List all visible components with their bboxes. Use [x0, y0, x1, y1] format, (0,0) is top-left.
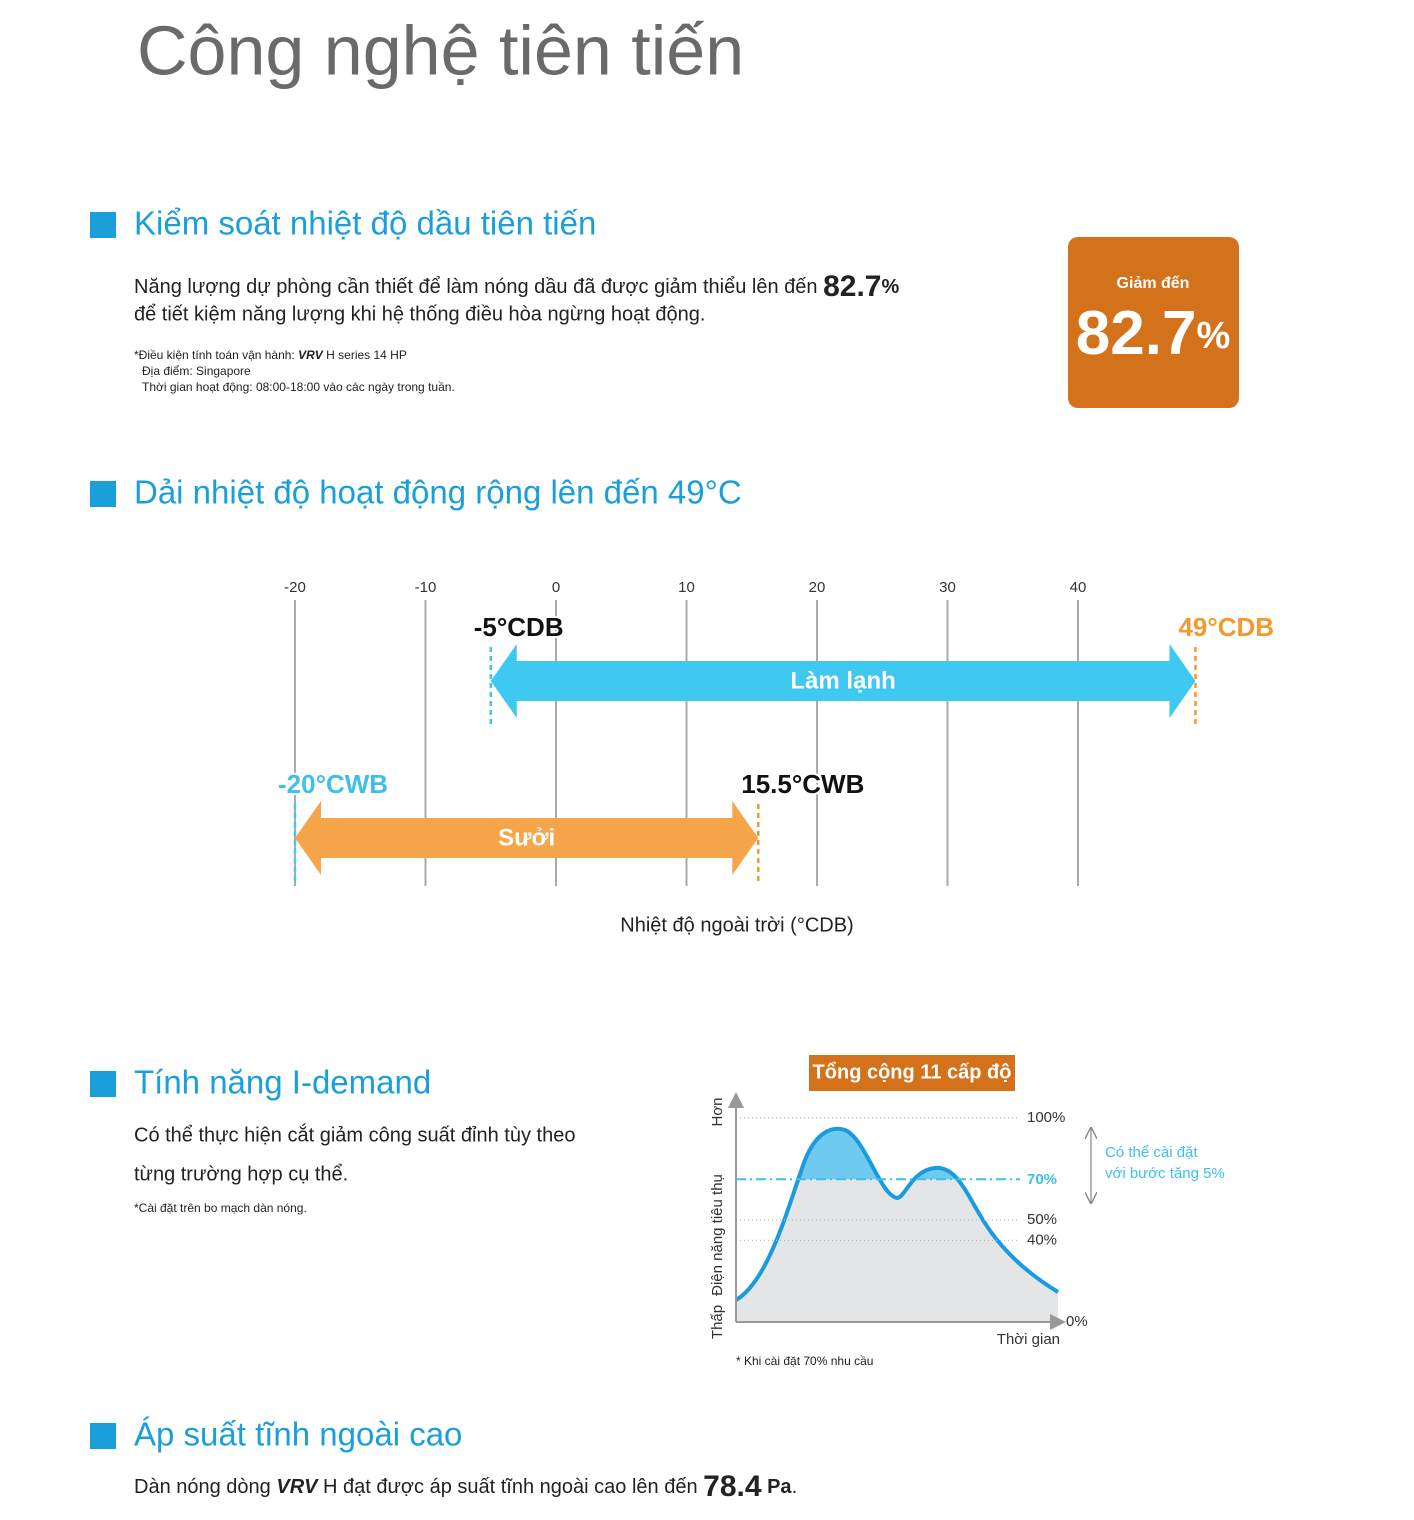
range-to-label: 49°CDB	[1178, 612, 1274, 642]
highlight-unit: Pa	[767, 1476, 792, 1498]
chart-footnote: * Khi cài đặt 70% nhu cầu	[736, 1354, 873, 1368]
body-line: để tiết kiệm năng lượng khi hệ thống điề…	[134, 303, 705, 325]
body-line: Năng lượng dự phòng cần thiết để làm nón…	[134, 276, 818, 298]
section-heading: Tính năng I-demand	[134, 1064, 431, 1101]
section-heading: Áp suất tĩnh ngoài cao	[134, 1416, 462, 1453]
note-line: Thời gian hoạt động: 08:00-18:00 vào các…	[142, 380, 455, 394]
range-arrow	[295, 801, 759, 875]
x-axis-label: Thời gian	[997, 1331, 1060, 1348]
peak-cut-area	[798, 1128, 958, 1180]
section-heading: Dải nhiệt độ hoạt động rộng lên đến 49°C	[134, 474, 742, 511]
chart-badge-box	[809, 1055, 1015, 1091]
note-brand: VRV	[298, 348, 324, 362]
demand-limit-label: 70%	[1027, 1171, 1057, 1188]
highlight-unit: %	[881, 276, 899, 298]
range-name: Làm lạnh	[790, 667, 895, 694]
y-bottom-label: Thấp	[709, 1305, 726, 1339]
section-bullet	[90, 212, 116, 238]
note-text: H series 14 HP	[326, 348, 407, 362]
badge-text: 82.7%	[1076, 299, 1230, 368]
note-line: Địa điểm: Singapore	[142, 364, 251, 378]
body-text-part: .	[792, 1476, 798, 1498]
note-text: *Điều kiện tính toán vận hành:	[134, 348, 295, 362]
body-text: Năng lượng dự phòng cần thiết để làm nón…	[134, 270, 899, 303]
body-text-part: Dàn nóng dòng	[134, 1476, 271, 1498]
badge-value: 82.7	[1076, 299, 1197, 368]
tick-label: 0	[552, 579, 560, 596]
range-chart: -20 -10 0 10 20 30 40 Làm lạnh -5°CDB 49°CDB Sưởi -…	[276, 579, 1276, 886]
body-line: từng trường hợp cụ thể.	[134, 1163, 348, 1185]
demand-chart: Tổng cộng 11 cấp độ Hơn Điện năng tiêu t…	[709, 1055, 1225, 1368]
tick-label: 10	[678, 579, 695, 596]
annotation: Có thể cài đặt	[1105, 1144, 1198, 1161]
badge-label: Giảm đến	[1117, 275, 1190, 292]
chart-badge: Tổng cộng 11 cấp độ	[813, 1061, 1012, 1083]
body-text: Dàn nóng dòng VRV H đạt được áp suất tĩn…	[134, 1470, 797, 1503]
range-from-label: -5°CDB	[474, 612, 564, 642]
y-axis-label: Điện năng tiêu thụ	[709, 1174, 726, 1296]
tick-label: 30	[939, 579, 956, 596]
badge-unit: %	[1196, 315, 1230, 357]
section-heading: Kiểm soát nhiệt độ dầu tiên tiến	[134, 205, 596, 242]
axis-label: Nhiệt độ ngoài trời (°CDB)	[620, 914, 853, 936]
note-line: *Điều kiện tính toán vận hành: VRV H ser…	[134, 348, 407, 362]
range-to-label: 15.5°CWB	[741, 769, 864, 799]
range-name: Sưởi	[498, 824, 555, 851]
highlight-value: 78.4	[703, 1470, 762, 1503]
level-label: 40%	[1027, 1231, 1057, 1248]
section-bullet	[90, 481, 116, 507]
brand: VRV	[276, 1476, 319, 1498]
body-line: Có thể thực hiện cắt giảm công suất đỉnh…	[134, 1123, 575, 1146]
page-title: Công nghệ tiên tiến	[137, 11, 744, 89]
tick-label: 20	[809, 579, 826, 596]
body-text-part: H đạt được áp suất tĩnh ngoài cao lên đế…	[323, 1476, 698, 1498]
badge-box	[1068, 237, 1239, 408]
demand-curve	[734, 1126, 1060, 1302]
range-from-label: -20°CWB	[278, 769, 388, 799]
section-bullet	[90, 1071, 116, 1097]
tick-label: -20	[284, 579, 306, 596]
note-line: *Cài đặt trên bo mạch dàn nóng.	[134, 1201, 307, 1215]
level-label: 0%	[1066, 1313, 1088, 1330]
range-arrow	[490, 644, 1196, 718]
y-top-label: Hơn	[709, 1097, 726, 1126]
highlight-value: 82.7	[823, 270, 881, 303]
section-bullet	[90, 1423, 116, 1449]
tick-label: -10	[415, 579, 437, 596]
tick-label: 40	[1070, 579, 1087, 596]
annotation: với bước tăng 5%	[1105, 1165, 1225, 1182]
level-label: 100%	[1027, 1109, 1065, 1126]
level-label: 50%	[1027, 1211, 1057, 1228]
